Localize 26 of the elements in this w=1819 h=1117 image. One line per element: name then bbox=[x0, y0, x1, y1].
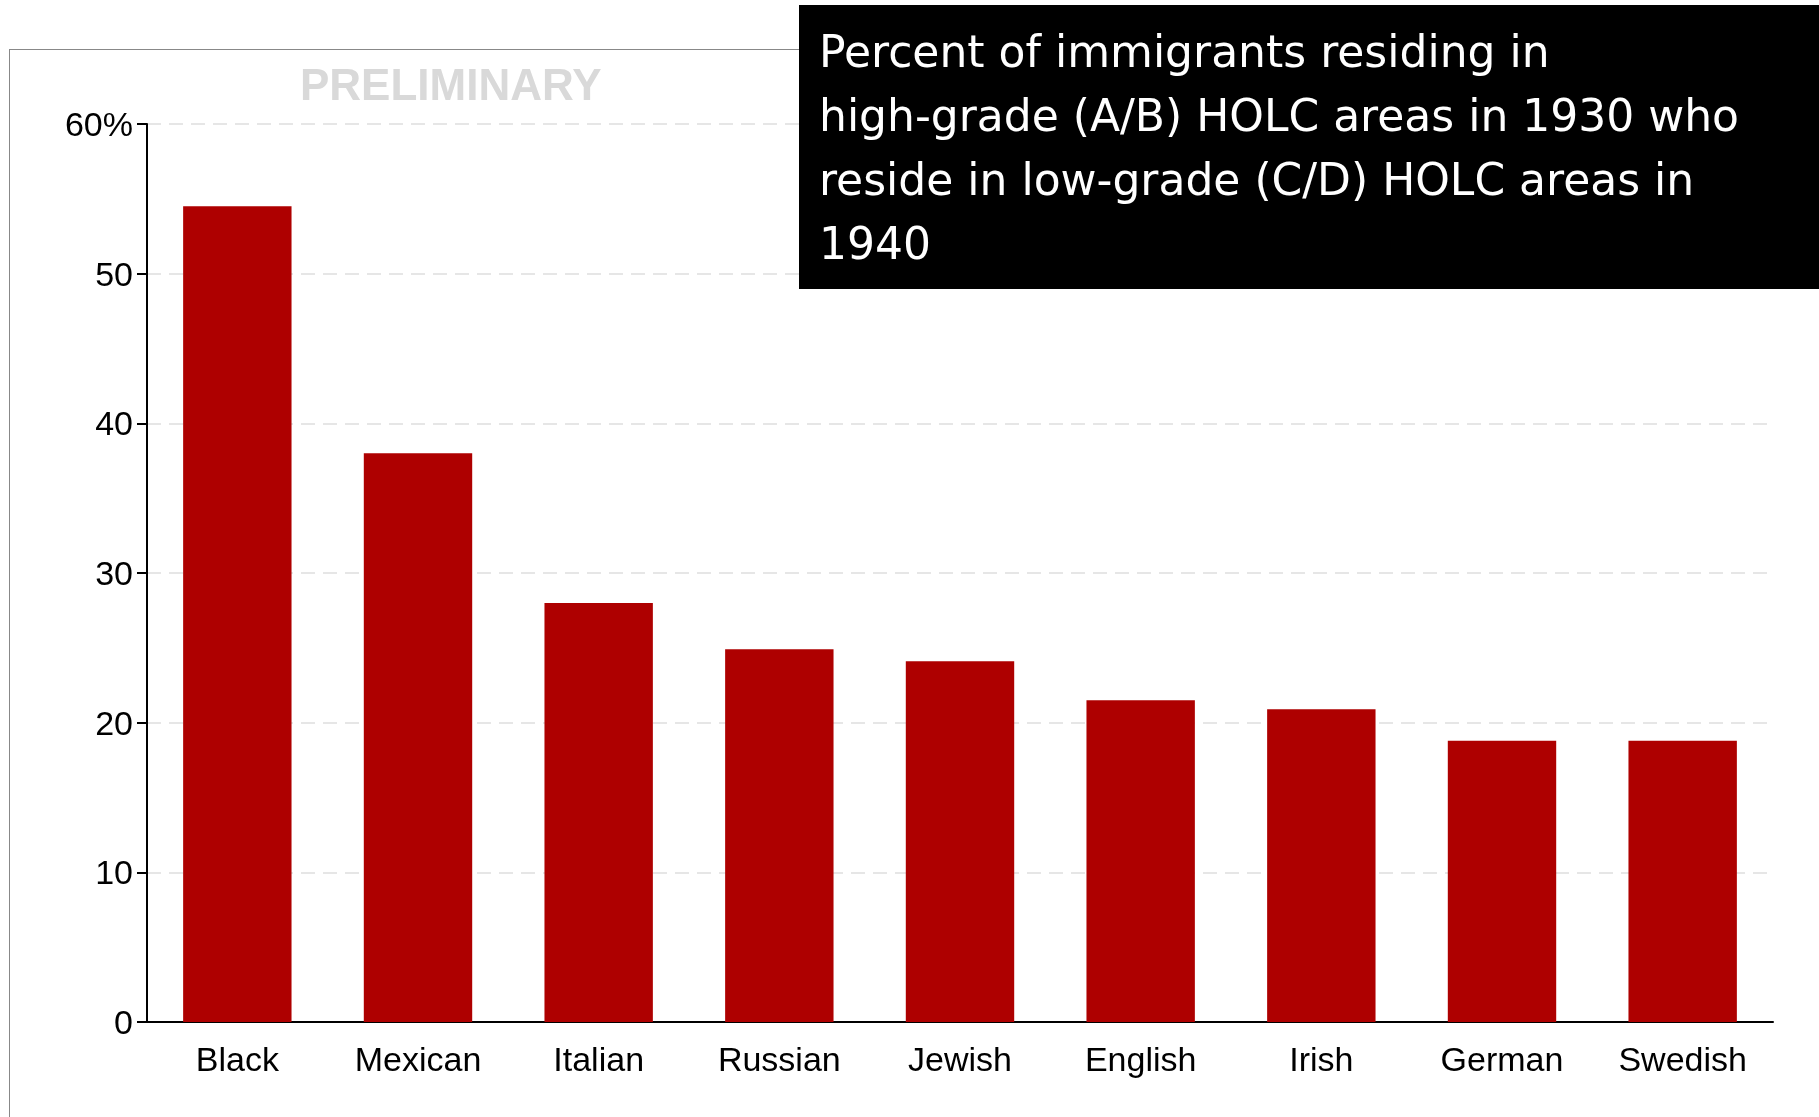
chart-title: Percent of immigrants residing in high-grade (A/B) HOLC areas in 1930 who reside in low-grade (C/D) HOLC areas in 1940 bbox=[819, 25, 1754, 269]
x-tick-label: Italian bbox=[553, 1040, 645, 1078]
bar bbox=[1447, 740, 1557, 1022]
y-tick-label: 0 bbox=[114, 1003, 133, 1041]
x-tick-label: Mexican bbox=[354, 1040, 482, 1078]
x-tick-label: Jewish bbox=[908, 1040, 1012, 1078]
bar bbox=[544, 602, 653, 1022]
y-tick-label: 20 bbox=[95, 703, 133, 742]
y-tick-label: 50 bbox=[95, 254, 133, 293]
x-tick-label: Irish bbox=[1289, 1040, 1354, 1078]
bar bbox=[1267, 709, 1376, 1022]
bar bbox=[725, 649, 834, 1022]
y-tick-label: 30 bbox=[95, 554, 133, 592]
x-tick-label: Black bbox=[195, 1040, 280, 1078]
x-tick-label: English bbox=[1084, 1040, 1197, 1078]
x-tick-label: Russian bbox=[717, 1040, 841, 1078]
bar bbox=[183, 206, 292, 1022]
bar bbox=[1086, 700, 1195, 1022]
bar bbox=[1628, 740, 1737, 1022]
bar bbox=[905, 661, 1015, 1022]
x-tick-label: German bbox=[1440, 1040, 1564, 1078]
bar bbox=[363, 453, 473, 1022]
y-tick-label: 10 bbox=[95, 853, 133, 892]
y-tick-label: 60% bbox=[64, 105, 133, 143]
x-tick-label: Swedish bbox=[1618, 1040, 1747, 1078]
y-tick-label: 40 bbox=[95, 404, 133, 443]
